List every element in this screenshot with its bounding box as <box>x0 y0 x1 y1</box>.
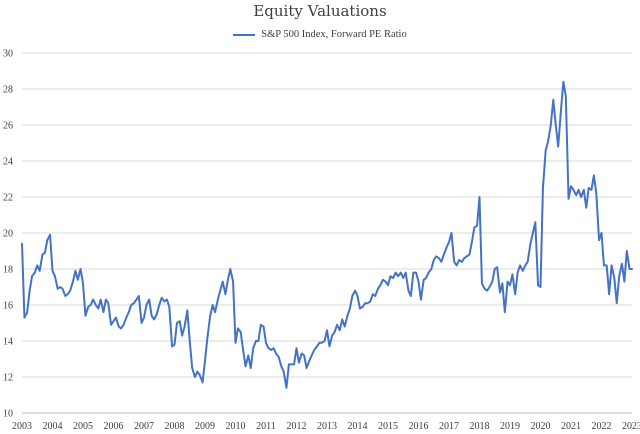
x-tick-label-2023: 2023 <box>622 421 640 432</box>
y-tick-label-10: 10 <box>3 409 13 420</box>
x-tick-label-2019: 2019 <box>500 421 520 432</box>
series-layer <box>21 80 633 389</box>
x-tick-label-2014: 2014 <box>348 421 368 432</box>
series-points-0 <box>22 82 632 388</box>
y-tick-label-14: 14 <box>3 337 13 348</box>
x-tick-labels: 2003 2004 2005 2006 2007 2008 2009 2010 2011 2012… <box>12 421 640 432</box>
y-tick-label-30: 30 <box>3 49 13 60</box>
x-tick-label-2012: 2012 <box>287 421 307 432</box>
y-tick-label-26: 26 <box>3 121 13 132</box>
y-tick-label-12: 12 <box>3 373 13 384</box>
grid-layer <box>22 52 632 378</box>
legend-swatch <box>233 33 256 36</box>
y-tick-label-24: 24 <box>3 157 13 168</box>
chart-title: Equity Valuations <box>253 2 387 20</box>
x-tick-label-2016: 2016 <box>409 421 429 432</box>
y-tick-label-22: 22 <box>3 193 13 204</box>
x-tick-label-2010: 2010 <box>226 421 246 432</box>
x-tick-label-2004: 2004 <box>43 421 63 432</box>
x-tick-label-2005: 2005 <box>73 421 93 432</box>
x-tick-label-2021: 2021 <box>561 421 581 432</box>
x-tick-label-2017: 2017 <box>439 421 459 432</box>
x-tick-label-2009: 2009 <box>195 421 215 432</box>
x-tick-label-2003: 2003 <box>12 421 32 432</box>
x-tick-label-2022: 2022 <box>592 421 612 432</box>
series-line-0 <box>21 80 633 389</box>
x-tick-label-2020: 2020 <box>531 421 551 432</box>
y-tick-label-28: 28 <box>3 85 13 96</box>
y-tick-label-20: 20 <box>3 229 13 240</box>
y-tick-label-18: 18 <box>3 265 13 276</box>
x-tick-label-2015: 2015 <box>378 421 398 432</box>
x-tick-label-2011: 2011 <box>256 421 276 432</box>
x-tick-label-2013: 2013 <box>317 421 337 432</box>
legend: S&P 500 Index, Forward PE Ratio <box>0 29 640 40</box>
x-tick-label-2006: 2006 <box>104 421 124 432</box>
x-tick-label-2008: 2008 <box>165 421 185 432</box>
y-tick-label-16: 16 <box>3 301 13 312</box>
x-tick-label-2007: 2007 <box>134 421 154 432</box>
y-tick-labels: 10 12 14 16 18 20 22 24 26 28 30 <box>3 49 13 420</box>
legend-label: S&P 500 Index, Forward PE Ratio <box>261 29 407 40</box>
x-tick-label-2018: 2018 <box>470 421 490 432</box>
